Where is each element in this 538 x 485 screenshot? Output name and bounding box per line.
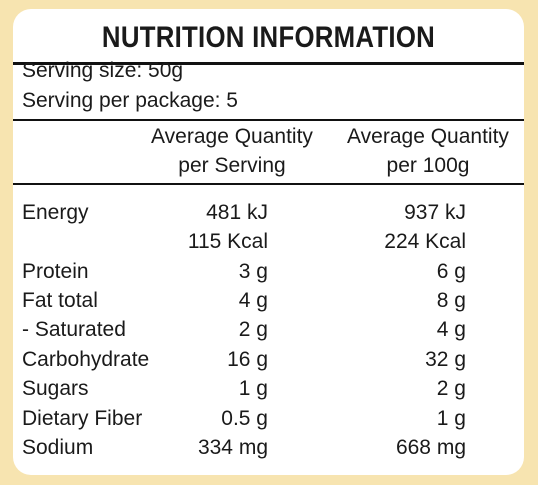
column-header-per-serving-line2: per Serving [178, 154, 286, 177]
per-serving-value: 481 kJ [206, 201, 268, 224]
serving-divider [13, 119, 524, 121]
per-100g-value: 8 g [436, 289, 466, 312]
nutrition-panel: NUTRITION INFORMATION Serving size: 50g … [13, 9, 524, 475]
serving-size: Serving size: 50g [22, 59, 184, 82]
per-100g-value: 937 kJ [404, 201, 466, 224]
title-divider [13, 62, 524, 65]
nutrient-label: Fat total [22, 289, 98, 312]
per-serving-value: 0.5 g [221, 407, 268, 430]
column-header-per-100g-line2: per 100g [386, 154, 470, 177]
per-100g-value: 32 g [425, 348, 466, 371]
nutrient-label: Sodium [22, 436, 94, 459]
per-serving-value: 2 g [238, 318, 268, 341]
per-100g-value: 1 g [436, 407, 466, 430]
per-100g-value: 224 Kcal [384, 230, 466, 253]
column-header-per-serving-line1: Average Quantity [151, 125, 313, 148]
nutrient-label: Sugars [22, 377, 89, 400]
per-serving-value: 3 g [238, 260, 268, 283]
header-divider [13, 183, 524, 185]
column-header-per-serving: Average Quantity per Serving [139, 122, 325, 180]
column-header-per-100g-line1: Average Quantity [347, 125, 509, 148]
nutrient-label: Carbohydrate [22, 348, 150, 371]
per-100g-value: 2 g [436, 377, 466, 400]
nutrient-label: Energy [22, 201, 89, 224]
per-serving-value: 16 g [227, 348, 268, 371]
nutrient-label: Dietary Fiber [22, 407, 143, 430]
per-serving-value: 334 mg [197, 436, 268, 459]
nutrient-label: - Saturated [22, 318, 126, 341]
per-serving-value: 4 g [238, 289, 268, 312]
panel-title: NUTRITION INFORMATION [101, 21, 436, 54]
per-100g-value: 668 mg [395, 436, 466, 459]
per-serving-value: 1 g [238, 377, 268, 400]
per-serving-value: 115 Kcal [187, 230, 268, 253]
per-100g-value: 6 g [436, 260, 466, 283]
nutrient-label: Protein [22, 260, 89, 283]
per-100g-value: 4 g [436, 318, 466, 341]
servings-per-package: Serving per package: 5 [22, 89, 238, 112]
column-header-per-100g: Average Quantity per 100g [335, 122, 521, 180]
